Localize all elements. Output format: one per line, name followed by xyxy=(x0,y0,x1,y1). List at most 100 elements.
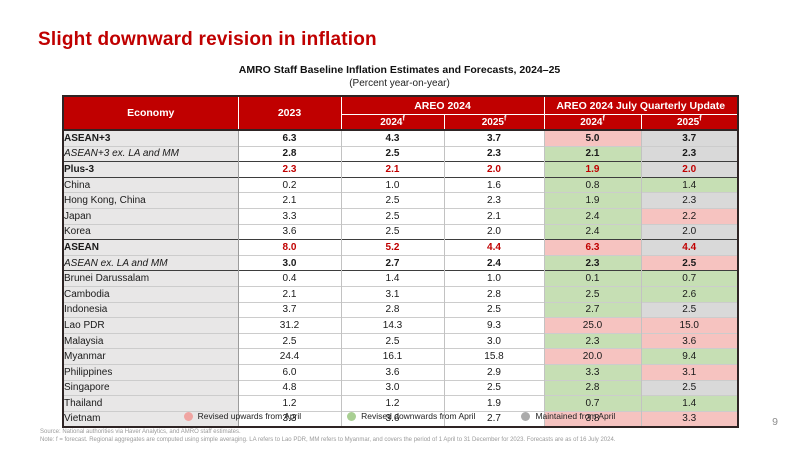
value-cell: 0.2 xyxy=(237,177,341,193)
revision-cell-down: 2.7 xyxy=(543,302,641,318)
table-body: ASEAN+3 6.3 4.3 3.7 5.0 3.7 ASEAN+3 ex. LA and… xyxy=(63,130,738,428)
value-cell: 3.6 xyxy=(237,224,341,240)
header-areo-2025f: 2025f xyxy=(443,114,545,131)
revision-cell-down: 2.3 xyxy=(543,255,641,271)
economy-cell: Malaysia xyxy=(63,333,239,349)
revision-cell-up: 3.3 xyxy=(640,411,738,428)
revision-legend: Revised upwards from April Revised downwa… xyxy=(62,411,737,421)
revision-cell-down: 2.4 xyxy=(543,224,641,240)
value-cell: 2.5 xyxy=(443,380,544,396)
legend-item-up: Revised upwards from April xyxy=(183,411,302,421)
header-july-2024f: 2024f xyxy=(543,114,642,131)
table-header: Economy 2023 AREO 2024 AREO 2024 July Qu… xyxy=(62,95,739,131)
revision-cell-down: 2.1 xyxy=(543,146,641,162)
revision-cell-down: 3.3 xyxy=(543,364,641,380)
economy-cell: ASEAN xyxy=(63,239,239,256)
value-cell: 3.6 xyxy=(340,364,444,380)
table-row: Vietnam 3.3 3.6 2.7 3.8 3.3 xyxy=(63,411,738,428)
value-cell: 3.7 xyxy=(443,130,544,147)
revision-cell-down: 1.9 xyxy=(543,161,641,178)
revision-cell-down: 0.8 xyxy=(543,177,641,193)
value-cell: 5.2 xyxy=(340,239,444,256)
revision-cell-up: 2.2 xyxy=(640,208,738,225)
table-row: Cambodia 2.1 3.1 2.8 2.5 2.6 xyxy=(63,286,738,303)
economy-cell: ASEAN+3 ex. LA and MM xyxy=(63,146,239,162)
value-cell: 6.3 xyxy=(237,130,341,147)
economy-cell: Japan xyxy=(63,208,239,225)
table-row: Brunei Darussalam 0.4 1.4 1.0 0.1 0.7 xyxy=(63,270,738,287)
table-row: Philippines 6.0 3.6 2.9 3.3 3.1 xyxy=(63,364,738,380)
value-cell: 2.0 xyxy=(443,161,544,178)
value-cell: 8.0 xyxy=(237,239,341,256)
value-cell: 2.5 xyxy=(237,333,341,349)
revision-cell-down: 1.9 xyxy=(543,192,641,209)
value-cell: 2.5 xyxy=(340,146,444,162)
revision-cell-down: 2.8 xyxy=(543,380,641,396)
footnote: Note: f = forecast. Regional aggregates … xyxy=(40,437,616,443)
revision-cell-down: 2.4 xyxy=(543,208,641,225)
revision-cell-maintained: 2.3 xyxy=(640,192,738,209)
value-cell: 2.0 xyxy=(443,224,544,240)
forecast-superscript: f xyxy=(699,115,702,123)
table-row: ASEAN+3 6.3 4.3 3.7 5.0 3.7 xyxy=(63,130,738,147)
economy-cell: Brunei Darussalam xyxy=(63,270,239,287)
table-row: Singapore 4.8 3.0 2.5 2.8 2.5 xyxy=(63,380,738,396)
value-cell: 1.2 xyxy=(340,395,444,412)
value-cell: 2.3 xyxy=(443,192,544,209)
table-row: China 0.2 1.0 1.6 0.8 1.4 xyxy=(63,177,738,193)
value-cell: 2.1 xyxy=(443,208,544,225)
revision-cell-up: 2.5 xyxy=(640,255,738,271)
header-economy: Economy xyxy=(62,95,239,131)
value-cell: 2.7 xyxy=(443,411,544,428)
table-row: Hong Kong, China 2.1 2.5 2.3 1.9 2.3 xyxy=(63,192,738,209)
header-areo-2024-group: AREO 2024 xyxy=(340,95,545,115)
table-row: Plus-3 2.3 2.1 2.0 1.9 2.0 xyxy=(63,161,738,178)
value-cell: 2.5 xyxy=(340,333,444,349)
value-cell: 6.0 xyxy=(237,364,341,380)
revision-cell-maintained: 2.0 xyxy=(640,224,738,240)
revision-cell-up: 3.6 xyxy=(640,333,738,349)
value-cell: 1.4 xyxy=(340,270,444,287)
value-cell: 4.3 xyxy=(340,130,444,147)
value-cell: 1.9 xyxy=(443,395,544,412)
legend-dot-down xyxy=(347,411,357,421)
value-cell: 16.1 xyxy=(340,348,444,365)
legend-item-maintained: Maintained from April xyxy=(521,411,615,421)
economy-cell: Singapore xyxy=(63,380,239,396)
value-cell: 3.1 xyxy=(340,286,444,303)
forecast-superscript: f xyxy=(503,115,507,123)
economy-cell: Myanmar xyxy=(63,348,239,365)
revision-cell-up: 3.1 xyxy=(640,364,738,380)
table-row: Japan 3.3 2.5 2.1 2.4 2.2 xyxy=(63,208,738,225)
table-row: ASEAN ex. LA and MM 3.0 2.7 2.4 2.3 2.5 xyxy=(63,255,738,271)
legend-item-down: Revised downwards from April xyxy=(347,411,475,421)
value-cell: 2.3 xyxy=(443,146,544,162)
revision-cell-down: 0.7 xyxy=(543,395,641,412)
table-row: Thailand 1.2 1.2 1.9 0.7 1.4 xyxy=(63,395,738,412)
value-cell: 2.1 xyxy=(237,286,341,303)
value-cell: 2.9 xyxy=(443,364,544,380)
value-cell: 2.1 xyxy=(237,192,341,209)
table-row: Myanmar 24.4 16.1 15.8 20.0 9.4 xyxy=(63,348,738,365)
economy-cell: Korea xyxy=(63,224,239,240)
value-cell: 4.8 xyxy=(237,380,341,396)
value-cell: 14.3 xyxy=(340,317,444,334)
header-areo-july-group: AREO 2024 July Quarterly Update xyxy=(543,95,739,115)
table-row: ASEAN 8.0 5.2 4.4 6.3 4.4 xyxy=(63,239,738,256)
revision-cell-up: 25.0 xyxy=(543,317,641,334)
header-2023: 2023 xyxy=(237,95,342,131)
value-cell: 2.8 xyxy=(340,302,444,318)
table-title: AMRO Staff Baseline Inflation Estimates … xyxy=(238,64,561,76)
table-subtitle: (Percent year-on-year) xyxy=(349,78,450,89)
economy-cell: Lao PDR xyxy=(63,317,239,334)
value-cell: 31.2 xyxy=(237,317,341,334)
value-cell: 3.3 xyxy=(237,208,341,225)
value-cell: 2.3 xyxy=(237,161,341,178)
economy-cell: Thailand xyxy=(63,395,239,412)
revision-cell-down: 9.4 xyxy=(640,348,738,365)
legend-label: Revised upwards from April xyxy=(197,411,302,421)
table-row: Indonesia 3.7 2.8 2.5 2.7 2.5 xyxy=(63,302,738,318)
legend-label: Revised downwards from April xyxy=(361,411,476,421)
revision-cell-maintained: 2.5 xyxy=(640,302,738,318)
economy-cell: Hong Kong, China xyxy=(63,192,239,209)
